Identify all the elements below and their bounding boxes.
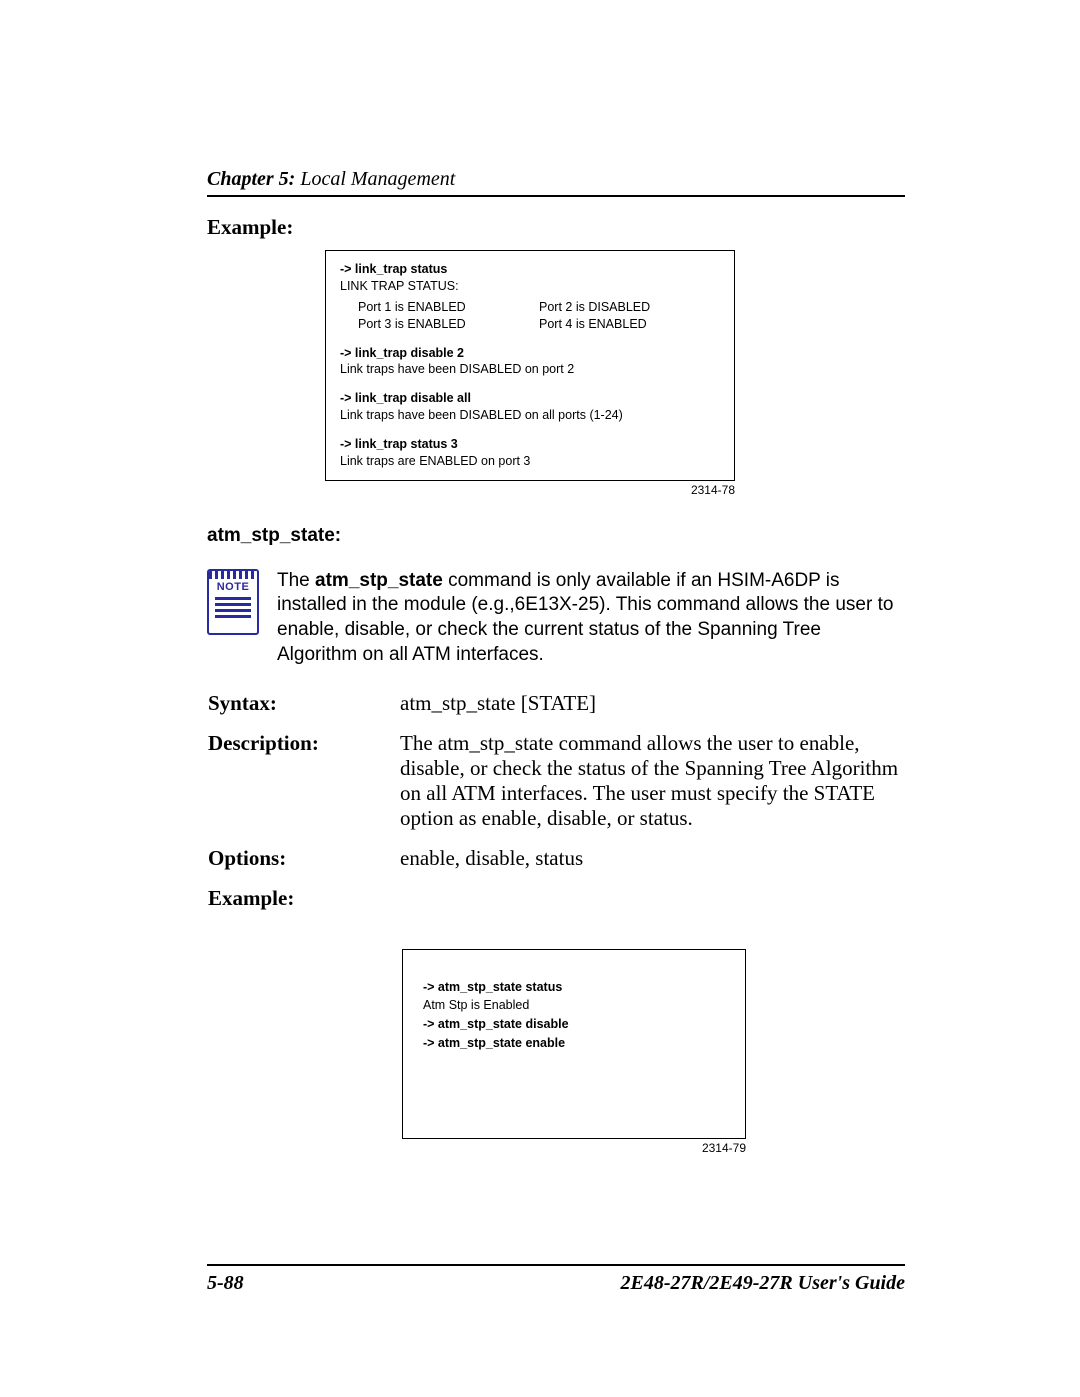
definition-table: Syntax: atm_stp_state [STATE] Descriptio… <box>207 690 905 925</box>
note-icon: NOTE <box>207 569 259 635</box>
note-text: The atm_stp_state command is only availa… <box>277 569 905 668</box>
note-label: NOTE <box>217 581 250 593</box>
port-3-status: Port 3 is ENABLED <box>358 316 539 333</box>
description-label: Description: <box>207 730 399 845</box>
cmd-link-trap-disable-2: -> link_trap disable 2 <box>340 345 720 362</box>
port-4-status: Port 4 is ENABLED <box>539 316 720 333</box>
example-label-1: Example: <box>207 215 905 240</box>
cmd-link-trap-status-3: -> link_trap status 3 <box>340 436 720 453</box>
example-box-2: -> atm_stp_state status Atm Stp is Enabl… <box>402 949 746 1139</box>
cmd-atm-enable: -> atm_stp_state enable <box>423 1034 725 1053</box>
footer-rule <box>207 1264 905 1266</box>
example-label-2: Example: <box>207 885 399 925</box>
chapter-header: Chapter 5: Local Management <box>207 168 905 191</box>
port-2-status: Port 2 is DISABLED <box>539 299 720 316</box>
note-cmd: atm_stp_state <box>315 570 443 591</box>
cmd-link-trap-status: -> link_trap status <box>340 261 720 278</box>
syntax-label: Syntax: <box>207 690 399 730</box>
cmd-atm-disable: -> atm_stp_state disable <box>423 1015 725 1034</box>
chapter-label: Chapter 5: <box>207 168 295 190</box>
resp-disable-2: Link traps have been DISABLED on port 2 <box>340 361 720 378</box>
options-value: enable, disable, status <box>399 845 905 885</box>
guide-title: 2E48-27R/2E49-27R User's Guide <box>621 1272 905 1295</box>
options-label: Options: <box>207 845 399 885</box>
header-rule <box>207 195 905 197</box>
note-block: NOTE The atm_stp_state command is only a… <box>207 569 905 668</box>
resp-link-trap-status: LINK TRAP STATUS: <box>340 278 720 295</box>
page-number: 5-88 <box>207 1272 244 1295</box>
figure-number-1: 2314-78 <box>325 483 735 497</box>
description-value: The atm_stp_state command allows the use… <box>399 730 905 845</box>
example-box-1: -> link_trap status LINK TRAP STATUS: Po… <box>325 250 735 481</box>
cmd-atm-status: -> atm_stp_state status <box>423 978 725 997</box>
resp-atm-status: Atm Stp is Enabled <box>423 996 725 1015</box>
port-1-status: Port 1 is ENABLED <box>358 299 539 316</box>
page-footer: 5-88 2E48-27R/2E49-27R User's Guide <box>207 1264 905 1295</box>
resp-status-3: Link traps are ENABLED on port 3 <box>340 453 720 470</box>
syntax-value: atm_stp_state [STATE] <box>399 690 905 730</box>
cmd-link-trap-disable-all: -> link_trap disable all <box>340 390 720 407</box>
figure-number-2: 2314-79 <box>402 1141 746 1155</box>
resp-disable-all: Link traps have been DISABLED on all por… <box>340 407 720 424</box>
atm-heading: atm_stp_state: <box>207 525 905 547</box>
chapter-title: Local Management <box>295 168 455 190</box>
